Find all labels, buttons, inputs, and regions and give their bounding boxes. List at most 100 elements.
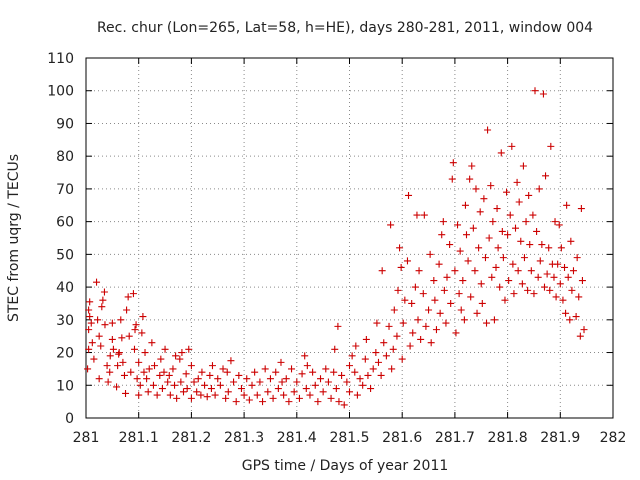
data-point xyxy=(525,191,533,199)
data-point xyxy=(197,391,205,399)
data-point xyxy=(555,221,563,229)
axis-ticks xyxy=(85,57,614,419)
data-point xyxy=(451,267,459,275)
data-point xyxy=(467,293,475,301)
data-point xyxy=(414,316,422,324)
data-point xyxy=(327,394,335,402)
data-point xyxy=(211,391,219,399)
data-point xyxy=(106,352,114,360)
data-point xyxy=(119,358,127,366)
data-point xyxy=(554,260,562,268)
x-tick-label: 282 xyxy=(600,430,627,446)
data-point xyxy=(135,391,143,399)
data-point xyxy=(530,290,538,298)
data-point xyxy=(123,306,131,314)
data-point xyxy=(510,290,518,298)
data-point xyxy=(518,280,526,288)
data-point xyxy=(136,381,144,389)
data-point xyxy=(208,362,216,370)
data-point xyxy=(216,381,224,389)
data-point xyxy=(87,319,95,327)
data-point xyxy=(506,211,514,219)
data-point xyxy=(207,385,215,393)
y-tick-label: 50 xyxy=(56,247,74,263)
data-point xyxy=(478,299,486,307)
data-point xyxy=(490,316,498,324)
data-point xyxy=(461,201,469,209)
data-point xyxy=(519,162,527,170)
data-point xyxy=(156,371,164,379)
data-point xyxy=(340,401,348,409)
data-point xyxy=(504,231,512,239)
data-point xyxy=(278,378,286,386)
data-point xyxy=(317,375,325,383)
data-point xyxy=(361,355,369,363)
data-point xyxy=(427,339,435,347)
data-point xyxy=(398,355,406,363)
data-point xyxy=(97,342,105,350)
data-point xyxy=(447,299,455,307)
data-point xyxy=(198,368,206,376)
data-point xyxy=(280,391,288,399)
y-axis-label: STEC from uqrg / TECUs xyxy=(6,154,22,322)
data-point xyxy=(394,286,402,294)
data-point xyxy=(568,286,576,294)
data-point xyxy=(413,211,421,219)
data-point xyxy=(182,370,190,378)
x-tick-label: 281.9 xyxy=(540,430,580,446)
data-point xyxy=(103,362,111,370)
data-point xyxy=(536,257,544,265)
data-point xyxy=(432,326,440,334)
data-point xyxy=(517,237,525,245)
data-point xyxy=(185,345,193,353)
data-point xyxy=(124,293,132,301)
data-point xyxy=(498,227,506,235)
data-point xyxy=(496,283,504,291)
data-point xyxy=(385,322,393,330)
data-point xyxy=(577,205,585,213)
x-tick-label: 281 xyxy=(73,430,100,446)
data-point xyxy=(193,388,201,396)
data-point xyxy=(114,362,122,370)
data-point xyxy=(338,371,346,379)
data-point xyxy=(166,391,174,399)
data-point xyxy=(248,381,256,389)
data-point xyxy=(524,286,532,294)
data-point xyxy=(436,309,444,317)
data-point xyxy=(86,313,94,321)
data-point xyxy=(88,339,96,347)
data-point xyxy=(194,375,202,383)
data-point xyxy=(409,329,417,337)
data-point xyxy=(85,326,93,334)
data-point xyxy=(309,368,317,376)
data-point xyxy=(256,378,264,386)
data-point xyxy=(306,391,314,399)
data-point xyxy=(266,375,274,383)
data-point xyxy=(374,358,382,366)
data-point xyxy=(330,368,338,376)
data-point xyxy=(140,368,148,376)
data-point xyxy=(373,319,381,327)
chart-title: Rec. chur (Lon=265, Lat=58, h=HE), days … xyxy=(97,20,593,36)
data-point xyxy=(369,365,377,373)
data-point xyxy=(190,378,198,386)
data-point xyxy=(494,244,502,252)
data-point xyxy=(237,385,245,393)
y-tick-label: 80 xyxy=(56,149,74,165)
y-tick-label: 90 xyxy=(56,116,74,132)
data-point xyxy=(172,352,180,360)
data-point xyxy=(359,381,367,389)
data-point xyxy=(483,319,491,327)
data-point xyxy=(566,316,574,324)
y-tick-label: 20 xyxy=(56,346,74,362)
data-point xyxy=(480,195,488,203)
data-point xyxy=(471,267,479,275)
data-point xyxy=(389,345,397,353)
data-point xyxy=(533,227,541,235)
data-point xyxy=(351,368,359,376)
data-point xyxy=(440,286,448,294)
data-point xyxy=(446,241,454,249)
data-point xyxy=(331,345,339,353)
data-point xyxy=(505,277,513,285)
data-point xyxy=(115,349,123,357)
